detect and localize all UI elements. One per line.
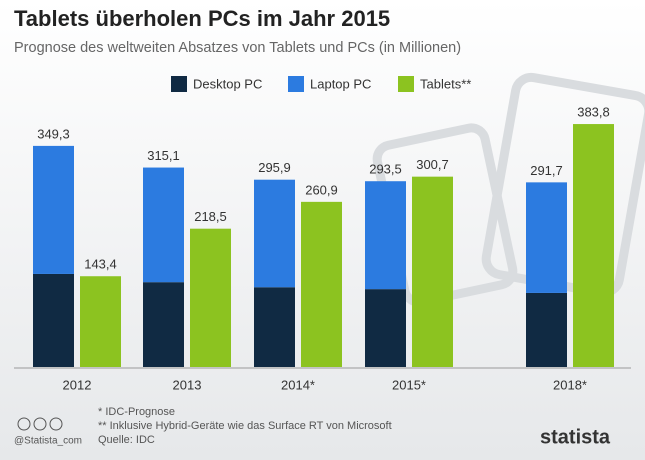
data-label: 349,3	[37, 126, 70, 141]
cc-icon	[17, 417, 31, 431]
data-label: 295,9	[258, 160, 291, 175]
legend-swatch	[288, 76, 304, 92]
cc-icon	[33, 417, 47, 431]
data-label: 291,7	[530, 163, 563, 178]
data-label: 218,5	[194, 209, 227, 224]
bar-segment	[254, 179, 295, 288]
data-label: 260,9	[305, 182, 338, 197]
x-tick-label: 2018*	[553, 377, 587, 392]
bar	[301, 201, 342, 367]
x-tick-label: 2015*	[392, 377, 426, 392]
data-label: 300,7	[416, 157, 449, 172]
bar-segment	[526, 292, 567, 367]
bar-segment	[33, 273, 74, 367]
legend-swatch	[398, 76, 414, 92]
chart-title: Tablets überholen PCs im Jahr 2015	[14, 6, 390, 31]
footer: @Statista_com * IDC-Prognose ** Inklusiv…	[14, 406, 611, 448]
legend-label: Desktop PC	[193, 76, 262, 91]
note: Quelle: IDC	[98, 434, 155, 446]
bar-segment	[526, 182, 567, 293]
x-tick-label: 2012	[63, 377, 92, 392]
brand: statista	[540, 426, 611, 448]
bar-segment	[143, 282, 184, 367]
chart-subtitle: Prognose des weltweiten Absatzes von Tab…	[14, 40, 461, 56]
bar-segment	[254, 287, 295, 367]
bar-segment	[365, 289, 406, 367]
bar	[412, 176, 453, 367]
x-tick-label: 2013	[173, 377, 202, 392]
bar	[190, 228, 231, 367]
data-label: 293,5	[369, 162, 402, 177]
data-label: 315,1	[147, 148, 180, 163]
bar-segment	[143, 167, 184, 283]
cc-icon	[49, 417, 63, 431]
data-label: 143,4	[84, 257, 117, 272]
bar	[573, 124, 614, 368]
bar-segment	[365, 181, 406, 290]
legend-swatch	[171, 76, 187, 92]
data-label: 383,8	[577, 104, 610, 119]
x-tick-label: 2014*	[281, 377, 315, 392]
legend-label: Tablets**	[420, 76, 471, 91]
bar-segment	[33, 145, 74, 274]
note: ** Inklusive Hybrid-Geräte wie das Surfa…	[98, 420, 392, 432]
note: * IDC-Prognose	[98, 406, 175, 418]
credit: @Statista_com	[14, 436, 82, 447]
bar	[80, 276, 121, 367]
legend-label: Laptop PC	[310, 76, 371, 91]
